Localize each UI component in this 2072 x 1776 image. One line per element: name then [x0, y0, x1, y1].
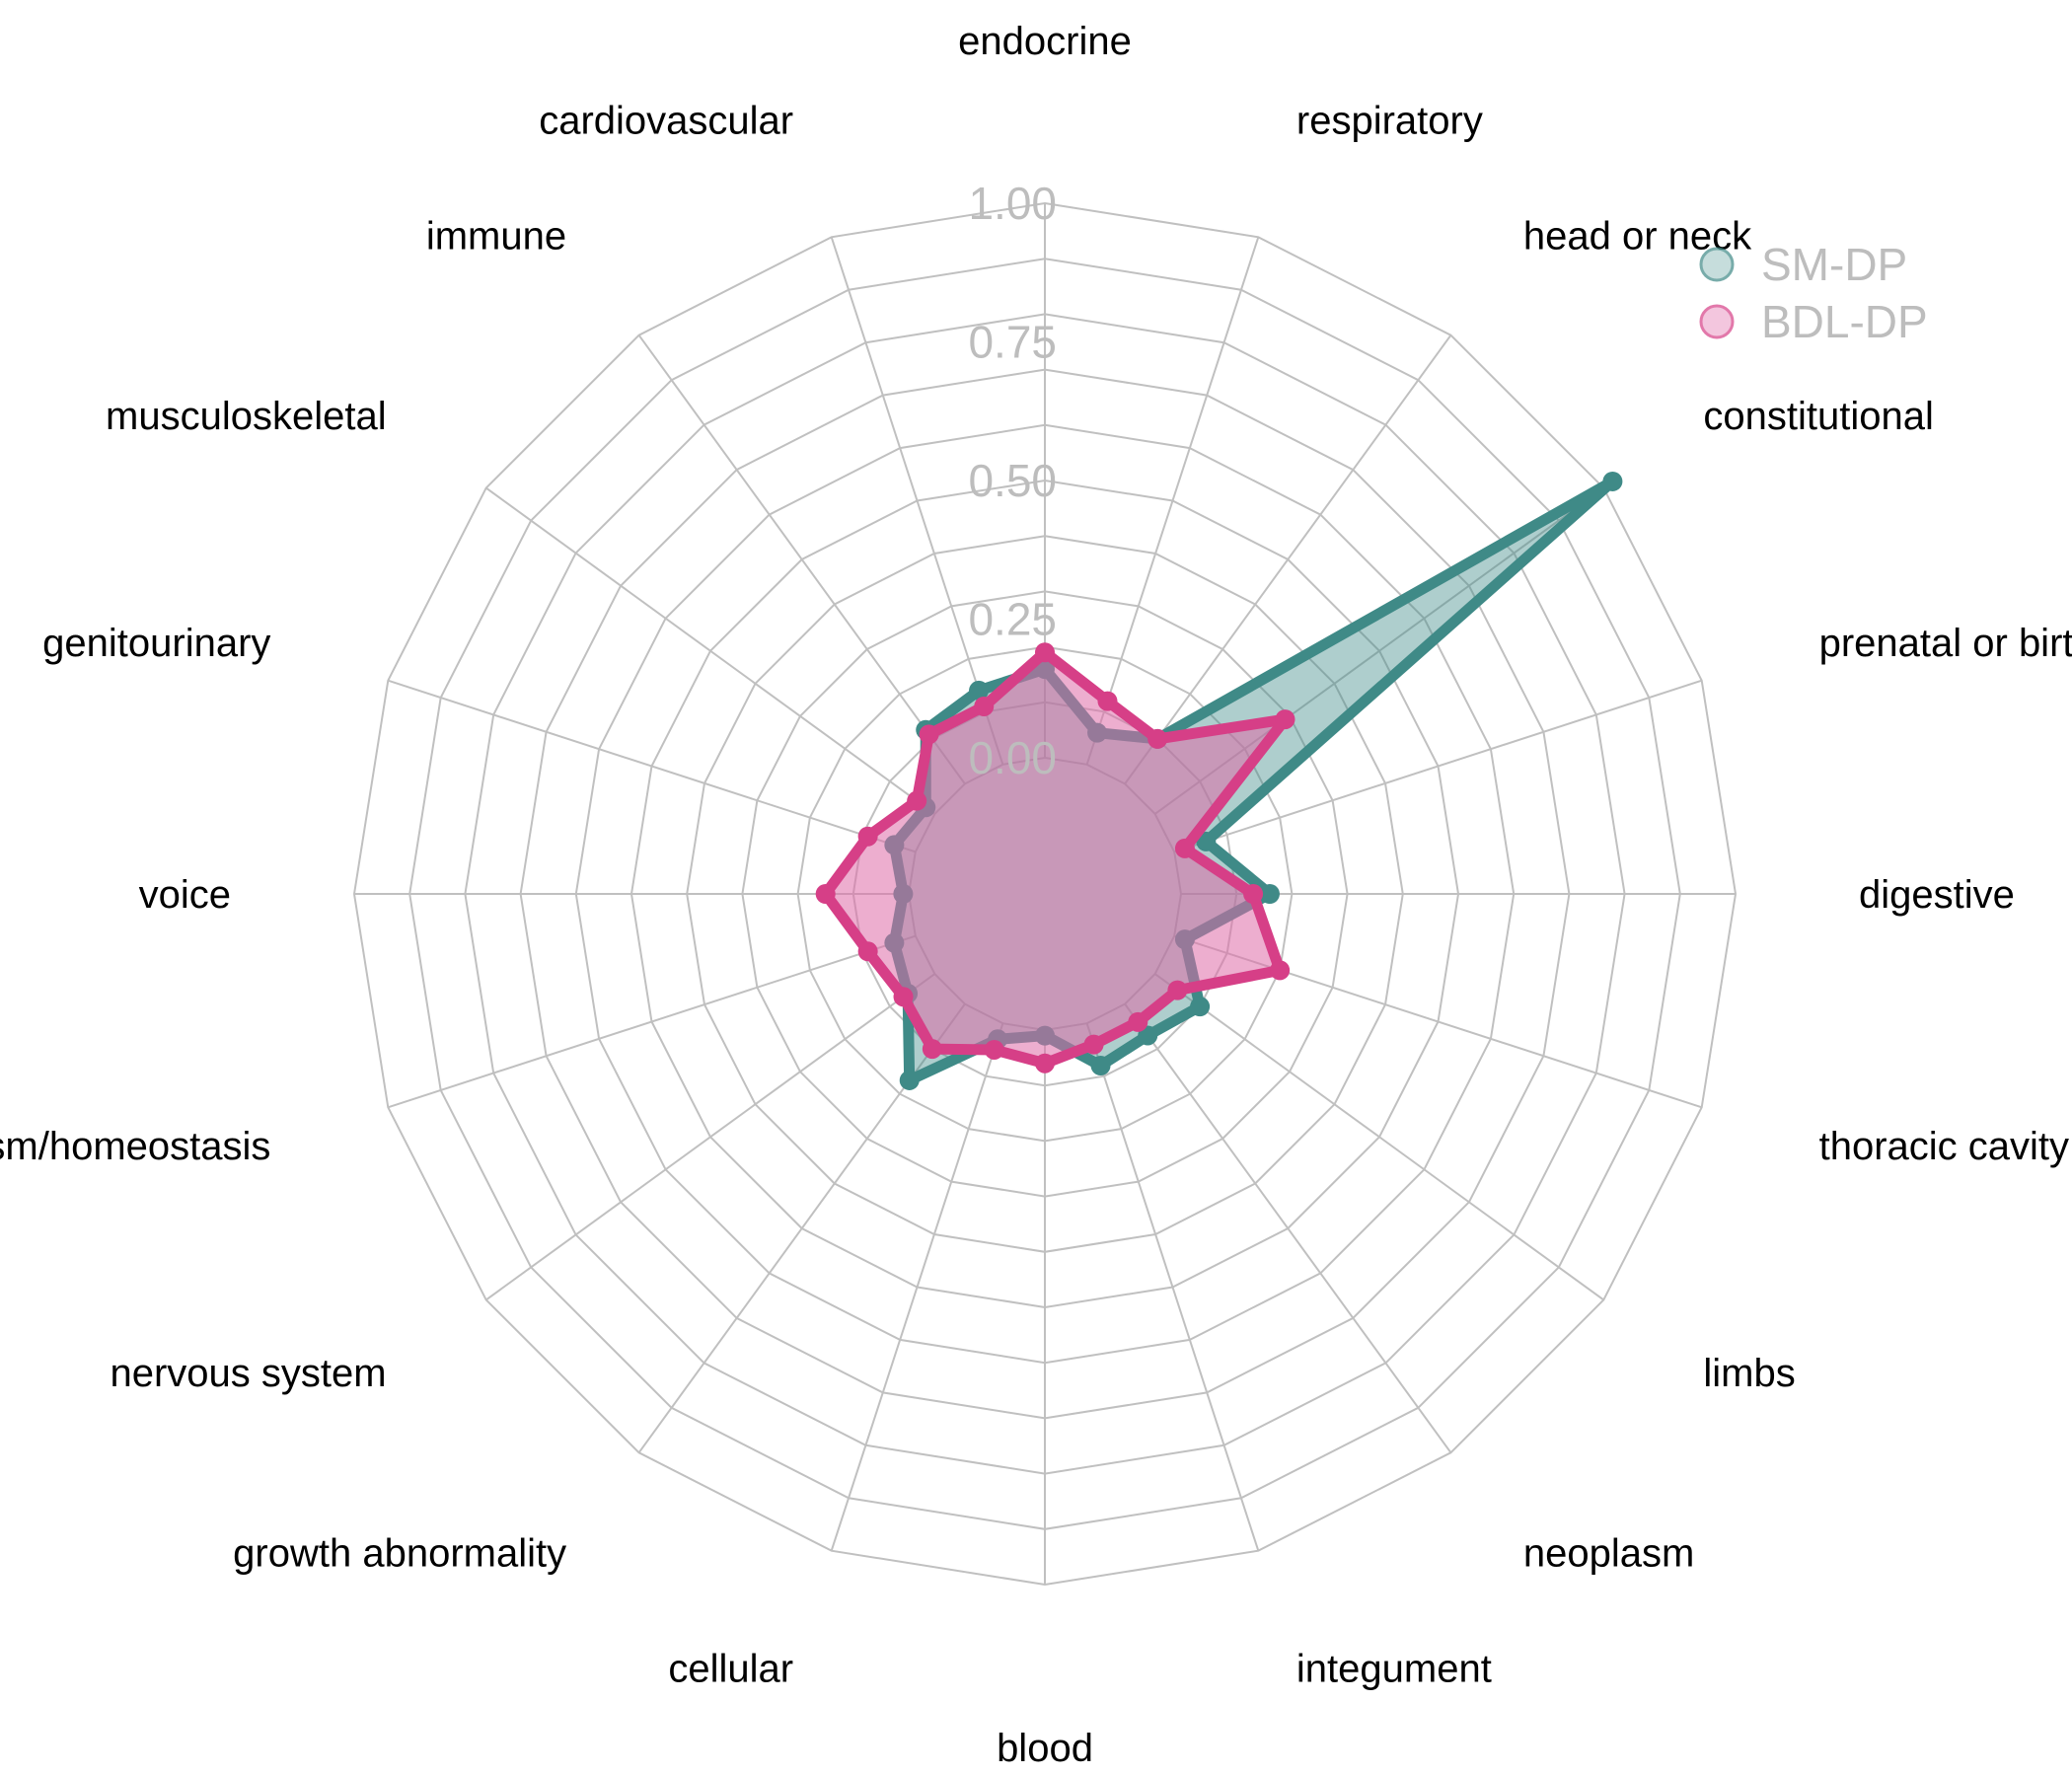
legend-marker-sm-dp	[1699, 247, 1735, 282]
category-label-endocrine: endocrine	[958, 20, 1132, 63]
category-label-metabolism-homeostasis: metabolism/homeostasis	[0, 1125, 270, 1168]
category-label-nervous-system: nervous system	[110, 1352, 386, 1395]
tick-label-0: 0.00	[968, 732, 1057, 783]
radial-tick-labels: 0.00 0.25 0.50 0.75 1.00	[968, 178, 1057, 783]
grid-spoke-4	[1173, 679, 1703, 853]
category-label-cardiovascular: cardiovascular	[539, 99, 793, 142]
category-label-musculoskeletal: musculoskeletal	[106, 395, 387, 438]
series-point-bdl-dp-9	[1083, 1034, 1104, 1055]
grid-spoke-19	[830, 236, 1004, 766]
legend-label-sm-dp: SM-DP	[1761, 239, 1907, 290]
legend: SM-DP BDL-DP	[1699, 239, 1928, 347]
series-point-bdl-dp-16	[857, 826, 878, 847]
series-point-bdl-dp-11	[984, 1039, 1004, 1060]
series-point-bdl-dp-8	[1128, 1011, 1148, 1032]
category-label-neoplasm: neoplasm	[1523, 1531, 1694, 1575]
series-point-bdl-dp-14	[857, 941, 878, 962]
series-point-bdl-dp-3	[1275, 709, 1295, 730]
grid-spoke-7	[1154, 973, 1604, 1301]
category-label-digestive: digestive	[1859, 873, 2015, 917]
series-point-sm-dp-4	[1196, 831, 1217, 851]
series-point-bdl-dp-2	[1147, 728, 1168, 749]
category-label-respiratory: respiratory	[1296, 99, 1483, 142]
series-point-bdl-dp-12	[922, 1039, 942, 1060]
series-point-bdl-dp-4	[1174, 838, 1195, 858]
category-label-voice: voice	[139, 873, 231, 917]
grid-spoke-1	[1085, 236, 1260, 766]
grid-spoke-11	[830, 1022, 1004, 1552]
tick-label-2: 0.50	[968, 455, 1057, 506]
grid-spoke-9	[1085, 1022, 1260, 1552]
category-labels: endocrine respiratory head or neck constitu…	[0, 20, 2072, 1770]
series-point-sm-dp-19	[969, 680, 990, 701]
series-point-bdl-dp-10	[1035, 1053, 1055, 1073]
radar-series	[815, 471, 1623, 1090]
series-bdl-dp	[815, 642, 1295, 1073]
grid-spoke-18	[637, 334, 966, 784]
series-point-sm-dp-9	[1090, 1056, 1111, 1076]
category-label-thoracic-cavity: thoracic cavity	[1819, 1125, 2069, 1168]
series-point-sm-dp-7	[1190, 997, 1211, 1017]
series-point-bdl-dp-5	[1243, 884, 1264, 904]
tick-label-1: 0.25	[968, 594, 1057, 645]
series-point-sm-dp-3	[1602, 471, 1623, 491]
grid-spoke-14	[387, 934, 917, 1109]
category-label-immune: immune	[426, 215, 566, 259]
category-label-blood: blood	[997, 1727, 1093, 1770]
grid-spoke-2	[1124, 334, 1452, 784]
series-point-bdl-dp-19	[974, 696, 995, 716]
series-point-sm-dp-5	[1259, 884, 1280, 904]
legend-label-bdl-dp: BDL-DP	[1761, 296, 1928, 347]
series-point-bdl-dp-17	[907, 790, 927, 811]
grid-spoke-17	[485, 486, 935, 815]
category-label-integument: integument	[1296, 1648, 1492, 1691]
category-label-prenatal-or-birth: prenatal or birth	[1819, 622, 2072, 665]
series-point-bdl-dp-7	[1167, 980, 1188, 1000]
series-point-bdl-dp-18	[919, 724, 939, 745]
category-label-constitutional: constitutional	[1703, 395, 1933, 438]
series-point-bdl-dp-15	[815, 884, 836, 904]
series-point-bdl-dp-1	[1097, 691, 1118, 711]
tick-label-4: 1.00	[968, 178, 1057, 229]
series-point-bdl-dp-6	[1270, 960, 1291, 981]
grid-spoke-8	[1124, 1003, 1452, 1453]
category-label-growth-abnormality: growth abnormality	[233, 1531, 566, 1575]
series-point-bdl-dp-0	[1035, 642, 1055, 663]
legend-marker-bdl-dp	[1699, 304, 1735, 339]
series-point-bdl-dp-13	[893, 987, 914, 1007]
category-label-cellular: cellular	[668, 1648, 793, 1691]
category-label-head-or-neck: head or neck	[1523, 215, 1752, 259]
series-point-sm-dp-12	[899, 1070, 920, 1090]
grid-spoke-13	[485, 973, 935, 1301]
category-label-limbs: limbs	[1703, 1352, 1795, 1395]
tick-label-3: 0.75	[968, 317, 1057, 368]
category-label-genitourinary: genitourinary	[42, 622, 270, 665]
grid-spoke-16	[387, 679, 917, 853]
